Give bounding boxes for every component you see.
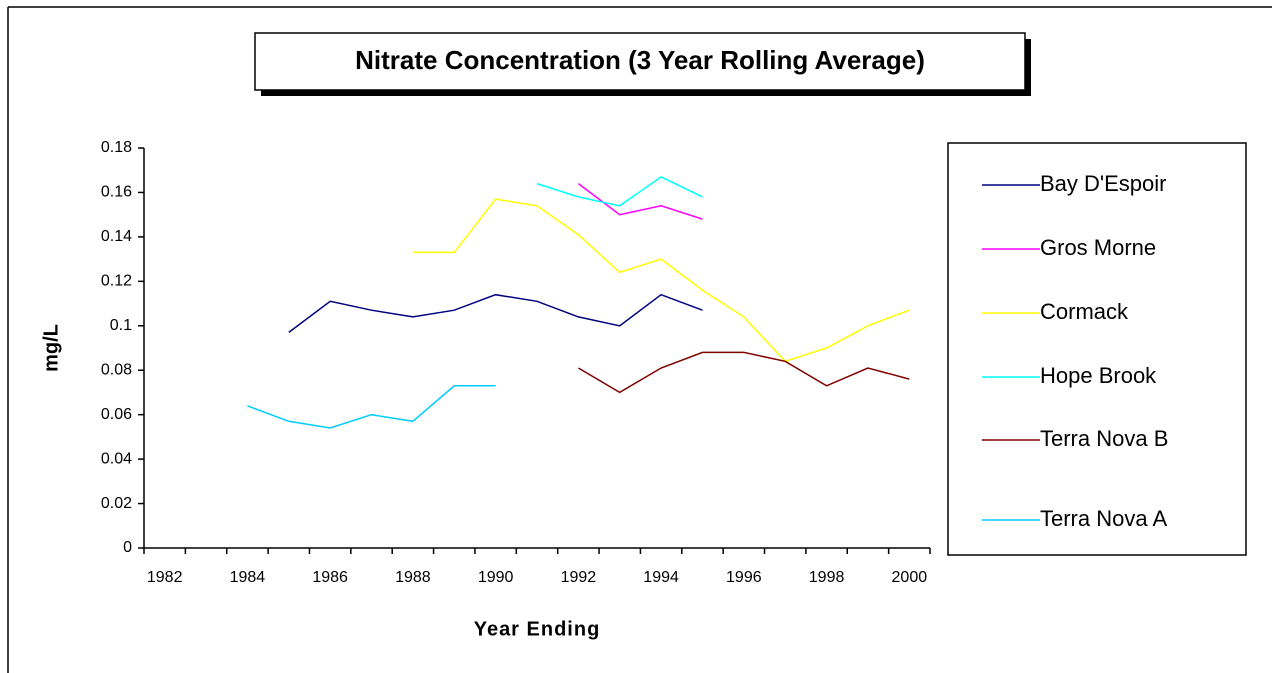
y-tick-label: 0 — [123, 539, 132, 556]
legend-label: Terra Nova A — [1040, 506, 1167, 531]
legend-box — [947, 142, 1247, 556]
x-tick-label: 1998 — [809, 569, 845, 586]
series-line — [577, 183, 703, 220]
y-tick-label: 0.1 — [110, 317, 132, 334]
y-tick-label: 0.18 — [101, 139, 132, 156]
x-axis-title: Year Ending — [474, 618, 601, 640]
legend-label: Cormack — [1040, 299, 1129, 324]
legend-label: Gros Morne — [1040, 235, 1156, 260]
series-line — [412, 198, 910, 363]
x-tick-label: 1992 — [561, 569, 597, 586]
y-tick-label: 0.02 — [101, 495, 132, 512]
legend-label: Hope Brook — [1040, 363, 1157, 388]
x-tick-label: 1994 — [643, 569, 679, 586]
x-tick-label: 1984 — [230, 569, 266, 586]
title-box — [254, 32, 1026, 91]
series-line — [247, 385, 496, 429]
chart-title: Nitrate Concentration (3 Year Rolling Av… — [355, 45, 925, 75]
x-tick-label: 1996 — [726, 569, 762, 586]
x-tick-label: 2000 — [892, 569, 928, 586]
y-tick-label: 0.04 — [101, 450, 132, 467]
x-tick-label: 1982 — [147, 569, 183, 586]
x-tick-label: 1986 — [312, 569, 348, 586]
y-tick-label: 0.14 — [101, 228, 132, 245]
series-line — [536, 176, 703, 207]
legend-label: Terra Nova B — [1040, 426, 1168, 451]
y-tick-label: 0.16 — [101, 184, 132, 201]
legend-label: Bay D'Espoir — [1040, 171, 1166, 196]
y-tick-label: 0.12 — [101, 273, 132, 290]
series-line — [288, 293, 703, 333]
x-tick-label: 1988 — [395, 569, 431, 586]
y-tick-label: 0.06 — [101, 406, 132, 423]
series-line — [578, 351, 910, 394]
y-axis-title: mg/L — [40, 324, 62, 372]
x-tick-label: 1990 — [478, 569, 514, 586]
y-tick-label: 0.08 — [101, 361, 132, 378]
